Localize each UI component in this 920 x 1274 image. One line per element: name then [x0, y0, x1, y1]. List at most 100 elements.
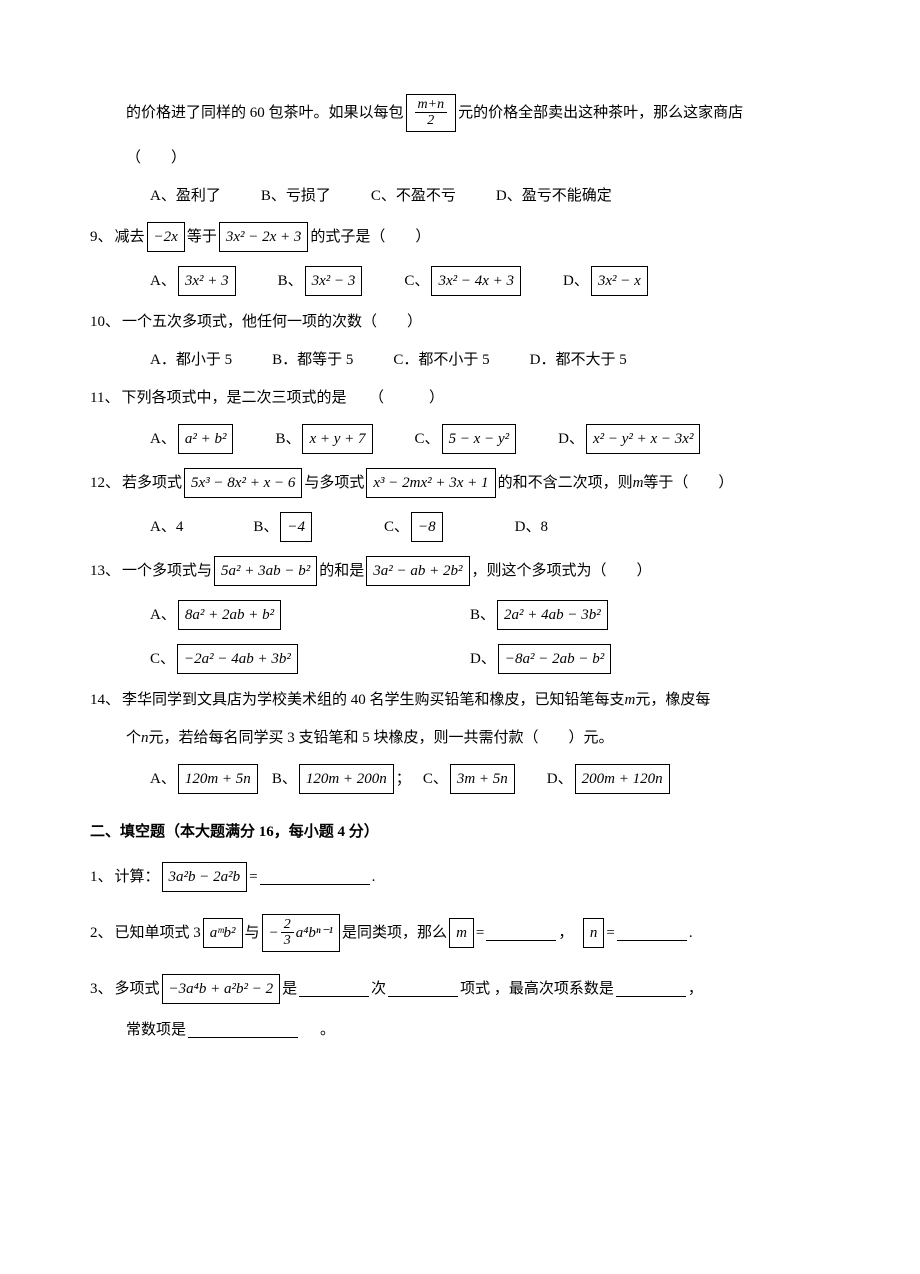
q13-opt-b: B、2a² + 4ab − 3b²: [470, 600, 610, 630]
f2-row: 2、 已知单项式 3 aᵐb² 与 − 2 3 a⁴bⁿ⁻¹ 是同类项，那么 m…: [90, 914, 830, 952]
q9-num: 9、: [90, 225, 113, 249]
f3-blank2: [388, 981, 458, 997]
q8-opt-c: C、不盈不亏: [371, 184, 456, 208]
q11-stem: 11、 下列各项式中，是二次三项式的是 （ ）: [90, 386, 830, 410]
q8-frac-num: m+n: [415, 97, 448, 113]
f3-row2: 常数项是 。: [90, 1018, 830, 1042]
f3-blank1: [299, 981, 369, 997]
q13-opt-a: A、8a² + 2ab + b²: [150, 600, 430, 630]
q8-options: A、盈利了 B、亏损了 C、不盈不亏 D、盈亏不能确定: [90, 184, 830, 208]
f3-box: −3a⁴b + a²b² − 2: [162, 974, 281, 1004]
q11-opt-d: D、x² − y² + x − 3x²: [558, 424, 702, 454]
q12-post2: 等于（ ）: [643, 471, 733, 495]
q8-frac: m+n 2: [415, 97, 448, 129]
f2-blank2: [617, 925, 687, 941]
f1-blank: [260, 869, 370, 885]
f3-mid1: 是: [282, 977, 297, 1001]
f2-eq1: =: [476, 921, 484, 945]
q10-options: A．都小于 5 B．都等于 5 C．都不小于 5 D．都不大于 5: [90, 348, 830, 372]
q12-options: A、4 B、−4 C、−8 D、8: [90, 512, 830, 542]
q11-opt-a: A、a² + b²: [150, 424, 235, 454]
f3-period: 。: [320, 1018, 335, 1042]
q8-opt-a: A、盈利了: [150, 184, 221, 208]
q8-opt-b: B、亏损了: [261, 184, 331, 208]
f2-box1: aᵐb²: [203, 918, 243, 948]
q13-mid: 的和是: [319, 559, 364, 583]
q14-l1a: 李华同学到文具店为学校美术组的 40 名学生购买铅笔和橡皮，已知铅笔每支: [122, 688, 625, 712]
f2-mbox: m: [449, 918, 474, 948]
q12-post1: 的和不含二次项，则: [498, 471, 633, 495]
f3-line2: 常数项是: [126, 1018, 186, 1042]
f1-num: 1、: [90, 865, 113, 889]
f2-frac-den: 3: [281, 933, 294, 948]
f2-box2: − 2 3 a⁴bⁿ⁻¹: [262, 914, 340, 952]
q8-paren: （ ）: [126, 146, 186, 170]
q14-num: 14、: [90, 688, 120, 712]
q8-text-a: 的价格进了同样的 60 包茶叶。如果以每包: [126, 101, 404, 125]
q8-line2: （ ）: [90, 146, 830, 170]
q14-options: A、120m + 5n B、120m + 200n； C、3m + 5n D、2…: [90, 764, 830, 794]
q10-opt-b: B．都等于 5: [272, 348, 353, 372]
q12-num: 12、: [90, 471, 120, 495]
q13-box2: 3a² − ab + 2b²: [366, 556, 469, 586]
q12-box2: x³ − 2mx² + 3x + 1: [366, 468, 495, 498]
f2-post: .: [689, 921, 693, 945]
q9-options: A、3x² + 3 B、3x² − 3 C、3x² − 4x + 3 D、3x²…: [90, 266, 830, 296]
q9-opt-c: C、3x² − 4x + 3: [404, 266, 523, 296]
f2-frac-num: 2: [281, 917, 294, 933]
q12-opt-d: D、8: [515, 515, 548, 539]
q8-text-b: 元的价格全部卖出这种茶叶，那么这家商店: [458, 101, 743, 125]
q13-options-row2: C、−2a² − 4ab + 3b² D、−8a² − 2ab − b²: [90, 644, 830, 674]
q12-stem: 12、 若多项式 5x³ − 8x² + x − 6 与多项式 x³ − 2mx…: [90, 468, 830, 498]
q8-frac-box: m+n 2: [406, 94, 457, 132]
section2-heading: 二、填空题（本大题满分 16，每小题 4 分）: [90, 820, 830, 844]
q14-n: n: [141, 726, 149, 750]
q10-opt-a: A．都小于 5: [150, 348, 232, 372]
q13-post: ，则这个多项式为（ ）: [472, 559, 652, 583]
q10-stem: 10、 一个五次多项式，他任何一项的次数（ ）: [90, 310, 830, 334]
q9-pre: 减去: [115, 225, 145, 249]
f2-comma: ，: [558, 921, 581, 945]
q12-pre: 若多项式: [122, 471, 182, 495]
q14-line1: 14、 李华同学到文具店为学校美术组的 40 名学生购买铅笔和橡皮，已知铅笔每支…: [90, 688, 830, 712]
f1-eq: =: [249, 865, 257, 889]
q12-mid: 与多项式: [304, 471, 364, 495]
q14-opt-b: B、120m + 200n；: [272, 764, 411, 794]
q13-pre: 一个多项式与: [122, 559, 212, 583]
q8-line1: 的价格进了同样的 60 包茶叶。如果以每包 m+n 2 元的价格全部卖出这种茶叶…: [90, 94, 830, 132]
q9-opt-a: A、3x² + 3: [150, 266, 238, 296]
q12-m: m: [633, 471, 644, 495]
q13-opt-d: D、−8a² − 2ab − b²: [470, 644, 613, 674]
f3-blank3: [616, 981, 686, 997]
q11-text: 下列各项式中，是二次三项式的是 （ ）: [121, 386, 444, 410]
q11-options: A、a² + b² B、x + y + 7 C、5 − x − y² D、x² …: [90, 424, 830, 454]
f2-pre: 已知单项式 3: [115, 921, 201, 945]
f2-frac: 2 3: [281, 917, 294, 949]
q14-l1b: 元，橡皮每: [635, 688, 710, 712]
q14-l2a: 个: [126, 726, 141, 750]
q9-opt-b: B、3x² − 3: [278, 266, 365, 296]
q10-opt-d: D．都不大于 5: [530, 348, 627, 372]
q14-m: m: [625, 688, 636, 712]
q13-options-row1: A、8a² + 2ab + b² B、2a² + 4ab − 3b²: [90, 600, 830, 630]
f3-blank4: [188, 1022, 298, 1038]
f1-pre: 计算：: [115, 865, 160, 889]
q10-text: 一个五次多项式，他任何一项的次数（ ）: [122, 310, 422, 334]
f1-box: 3a²b − 2a²b: [162, 862, 248, 892]
f2-nbox: n: [583, 918, 605, 948]
q9-box1: −2x: [147, 222, 185, 252]
f2-num: 2、: [90, 921, 113, 945]
q8-opt-d: D、盈亏不能确定: [496, 184, 612, 208]
f2-neg: −: [269, 921, 279, 945]
q13-box1: 5a² + 3ab − b²: [214, 556, 317, 586]
q12-opt-b: B、−4: [253, 512, 314, 542]
f3-pre: 多项式: [115, 977, 160, 1001]
q11-opt-c: C、5 − x − y²: [415, 424, 519, 454]
q14-opt-d: D、200m + 120n: [547, 764, 672, 794]
q14-opt-a: A、120m + 5n: [150, 764, 260, 794]
q13-opt-c: C、−2a² − 4ab + 3b²: [150, 644, 430, 674]
f3-num: 3、: [90, 977, 113, 1001]
q9-stem: 9、 减去 −2x 等于 3x² − 2x + 3 的式子是（ ）: [90, 222, 830, 252]
q14-opt-c: C、3m + 5n: [423, 764, 517, 794]
q12-box1: 5x³ − 8x² + x − 6: [184, 468, 302, 498]
